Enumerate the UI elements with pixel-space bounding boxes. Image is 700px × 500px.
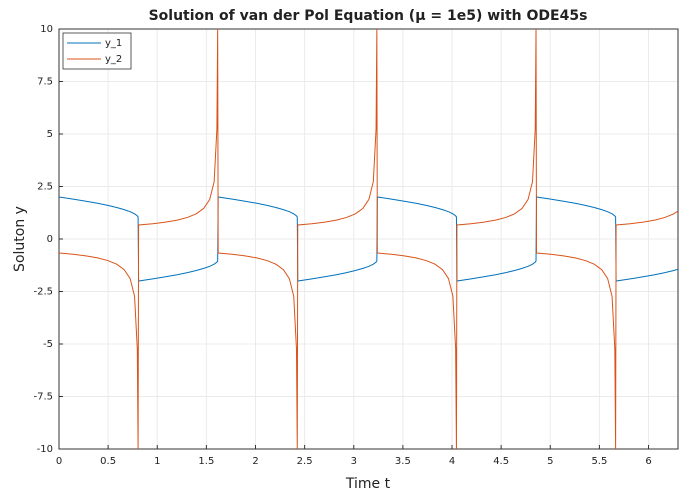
x-tick-label: 3.5 — [395, 456, 411, 467]
y-tick-label: -5 — [43, 339, 53, 350]
y-tick-label: 7.5 — [37, 77, 53, 88]
x-tick-label: 2.5 — [297, 456, 313, 467]
x-tick-label: 1.5 — [198, 456, 214, 467]
legend-label: y_2 — [105, 54, 122, 65]
legend-label: y_1 — [105, 38, 122, 49]
x-tick-label: 4.5 — [493, 456, 509, 467]
x-axis-label: Time t — [345, 476, 391, 492]
y-tick-label: -7.5 — [33, 392, 53, 403]
plot-frame — [58, 28, 679, 450]
y-tick-label: -10 — [37, 444, 53, 455]
y-tick-label: 10 — [40, 24, 53, 35]
x-tick-label: 4 — [449, 456, 455, 467]
line-series — [59, 196, 678, 282]
line-series — [59, 29, 678, 449]
y-axis-label: Soluton y — [12, 206, 28, 272]
y-tick-label: 2.5 — [37, 182, 53, 193]
x-tick-label: 5 — [547, 456, 553, 467]
x-tick-label: 1 — [154, 456, 160, 467]
legend-box — [62, 32, 132, 70]
chart-title: Solution of van der Pol Equation (μ = 1e… — [149, 8, 588, 24]
y-tick-label: -2.5 — [33, 287, 53, 298]
x-tick-label: 2 — [252, 456, 258, 467]
x-tick-label: 3 — [351, 456, 357, 467]
y-tick-label: 0 — [47, 234, 53, 245]
x-tick-label: 0.5 — [100, 456, 116, 467]
x-tick-label: 0 — [56, 456, 62, 467]
x-tick-label: 5.5 — [591, 456, 607, 467]
x-tick-label: 6 — [645, 456, 651, 467]
y-tick-label: 5 — [47, 129, 53, 140]
